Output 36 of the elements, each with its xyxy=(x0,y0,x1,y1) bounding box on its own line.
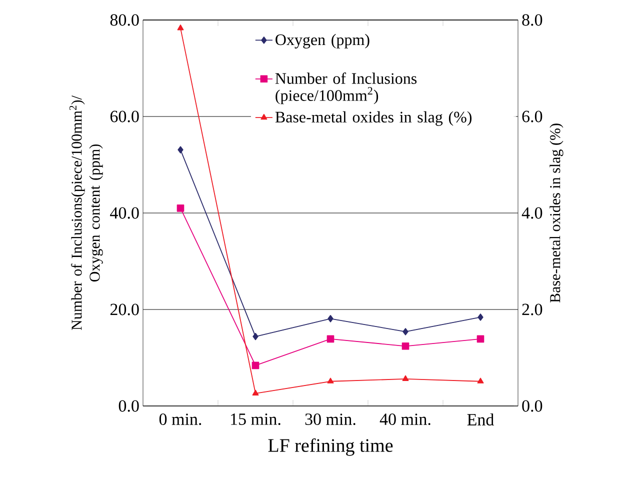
y2-tick-label: 0.0 xyxy=(522,400,542,412)
legend-label: Base-metal oxides in slag (%) xyxy=(275,111,472,126)
x-tick-label: End xyxy=(467,414,494,426)
text: Number of Inclusions(piece/100mm$^{2}$)/ Oxygen content (ppm) xyxy=(69,96,103,330)
point xyxy=(402,342,410,350)
y2-axis-title: Base-metal oxides in slag (%) xyxy=(550,124,564,303)
x-tick-label: 0 min. xyxy=(159,414,202,426)
y-tick-label: 60.0 xyxy=(110,110,139,122)
y2-tick-label: 4.0 xyxy=(522,207,542,219)
point xyxy=(328,315,334,322)
point xyxy=(402,375,409,382)
y-tick-label: 80.0 xyxy=(110,14,139,26)
x-tick-label: 30 min. xyxy=(305,414,356,426)
point xyxy=(477,378,484,384)
y2-tick-label: 2.0 xyxy=(522,304,542,316)
legend-label: Number of Inclusions (piece/100mm$^{2}$) xyxy=(275,72,417,104)
y-tick-label: 20.0 xyxy=(110,304,139,316)
x-axis-title: LF refining time xyxy=(268,438,393,456)
point xyxy=(327,378,334,384)
point xyxy=(176,204,184,212)
point xyxy=(252,332,258,340)
point xyxy=(402,328,408,336)
y-tick-label: 0.0 xyxy=(118,400,139,412)
x-tick-label: 15 min. xyxy=(231,414,280,426)
point xyxy=(177,24,184,30)
point xyxy=(476,335,484,343)
y-tick-label: 40.0 xyxy=(110,207,139,219)
point xyxy=(252,362,260,370)
x-tick-label: 40 min. xyxy=(380,414,430,426)
y2-tick-label: 6.0 xyxy=(522,110,542,122)
y2-tick-label: 8.0 xyxy=(522,14,542,26)
point xyxy=(478,314,484,321)
point xyxy=(252,390,259,396)
point xyxy=(178,146,184,154)
point xyxy=(326,335,334,343)
legend-label: Oxygen (ppm) xyxy=(276,34,370,48)
